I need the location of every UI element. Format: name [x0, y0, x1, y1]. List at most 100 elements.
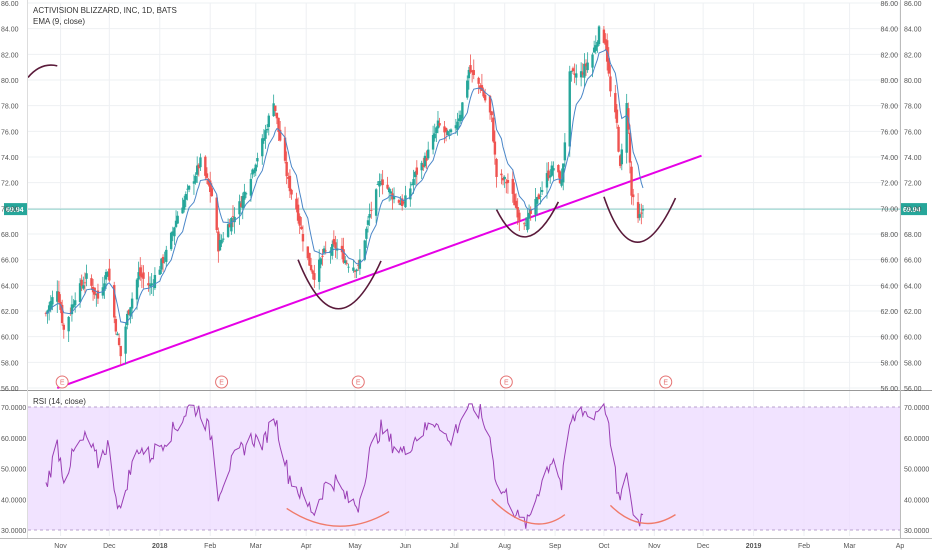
cup-arc-3 [603, 196, 677, 243]
candle-body [197, 164, 201, 169]
candle-body [80, 279, 83, 286]
price-tick-label-right: 62.00 [880, 309, 898, 316]
cup-arc-2 [495, 201, 560, 238]
price-label-left-bg [4, 203, 28, 216]
rsi-tick-label-left: 60.0000 [1, 436, 26, 443]
candle-body [287, 177, 290, 179]
price-tick-label-right: 86.00 [880, 1, 898, 8]
candle-body [182, 199, 186, 210]
price-tick-label-far: 56.00 [904, 386, 922, 393]
earnings-marker-label: E [60, 380, 65, 387]
candle-body [96, 290, 100, 299]
price-tick-label-left: 84.00 [1, 27, 19, 34]
candle-body [313, 273, 316, 280]
candle-body [363, 240, 366, 260]
rsi-tick-label-right: 70.0000 [904, 405, 929, 412]
candle-body [106, 272, 109, 277]
candle-body [370, 210, 373, 211]
price-tick-label-far: 70.00 [904, 206, 922, 213]
candle-body [243, 191, 246, 200]
price-tick-label-left: 72.00 [1, 181, 19, 188]
price-tick-label-far: 84.00 [904, 27, 922, 34]
price-tick-label-left: 76.00 [1, 129, 19, 136]
time-tick-label: 2019 [746, 543, 762, 550]
earnings-marker [55, 375, 69, 389]
candle-body [501, 177, 505, 181]
candle-body [70, 304, 74, 315]
candle-body [244, 193, 248, 195]
candle-body [365, 228, 368, 239]
candle-body [483, 94, 487, 101]
candle-body [130, 298, 134, 309]
rsi-cup-3 [609, 504, 676, 525]
candle-body [631, 194, 635, 198]
candle-body [171, 231, 174, 236]
candle-body [459, 114, 462, 122]
candle-body [636, 202, 640, 219]
candle-body [357, 264, 360, 266]
price-tick-label-far: 72.00 [904, 181, 922, 188]
candle-body [443, 126, 446, 133]
candle-body [165, 249, 168, 262]
candle-body [261, 138, 264, 157]
time-tick-label: Apr [301, 543, 313, 550]
candle-body [309, 264, 313, 271]
candle-body [431, 135, 435, 150]
candle-body [117, 337, 121, 346]
candle-body [609, 76, 612, 92]
candle-body [290, 189, 293, 195]
candle-body [209, 180, 212, 192]
rsi-tick-label-right: 30.0000 [904, 528, 929, 535]
price-tick-label-far: 60.00 [904, 335, 922, 342]
candle-body [479, 85, 482, 90]
price-tick-label-right: 78.00 [880, 104, 898, 111]
candle-body [579, 71, 583, 78]
price-tick-label-left: 60.00 [1, 335, 19, 342]
candle-body [306, 246, 310, 259]
candle-body [466, 80, 469, 98]
trendline[interactable] [56, 154, 702, 389]
candle-body [400, 198, 404, 206]
price-tick-label-left: 80.00 [1, 78, 19, 85]
candle-body [581, 72, 584, 75]
price-tick-label-right: 74.00 [880, 155, 898, 162]
candle-body [435, 127, 438, 134]
candle-body [469, 65, 472, 73]
candle-body [139, 267, 142, 277]
candle-body [352, 267, 355, 271]
earnings-marker-label: E [663, 380, 668, 387]
candle-body [140, 273, 144, 278]
candle-body [402, 202, 406, 203]
candle-body [596, 41, 599, 47]
candle-body [436, 120, 440, 129]
cup-drawings[interactable] [27, 64, 677, 310]
time-tick-label: Jul [450, 543, 459, 550]
candle-body [218, 239, 222, 251]
candle-body [422, 164, 425, 168]
candle-body [427, 149, 430, 159]
candle-body [173, 227, 176, 237]
price-tick-label-right: 60.00 [880, 335, 898, 342]
rsi-cup-1 [286, 507, 390, 527]
candle-body [568, 71, 571, 147]
candle-body [549, 175, 552, 178]
candle-body [540, 189, 544, 192]
candle-body [514, 200, 518, 208]
candle-body [607, 58, 610, 74]
candle-body [194, 175, 197, 183]
candle-body [181, 207, 184, 214]
candle-body [254, 164, 257, 172]
candle-body [340, 245, 344, 253]
candle-body [597, 26, 601, 45]
candle-body [526, 217, 529, 231]
candle-body [376, 184, 379, 185]
price-tick-label-far: 64.00 [904, 283, 922, 290]
candle-body [322, 248, 326, 253]
time-tick-label: Mar [250, 543, 263, 550]
candle-body [387, 188, 391, 193]
candle-body [210, 188, 214, 197]
candle-body [129, 307, 132, 317]
candle-body [51, 297, 54, 305]
